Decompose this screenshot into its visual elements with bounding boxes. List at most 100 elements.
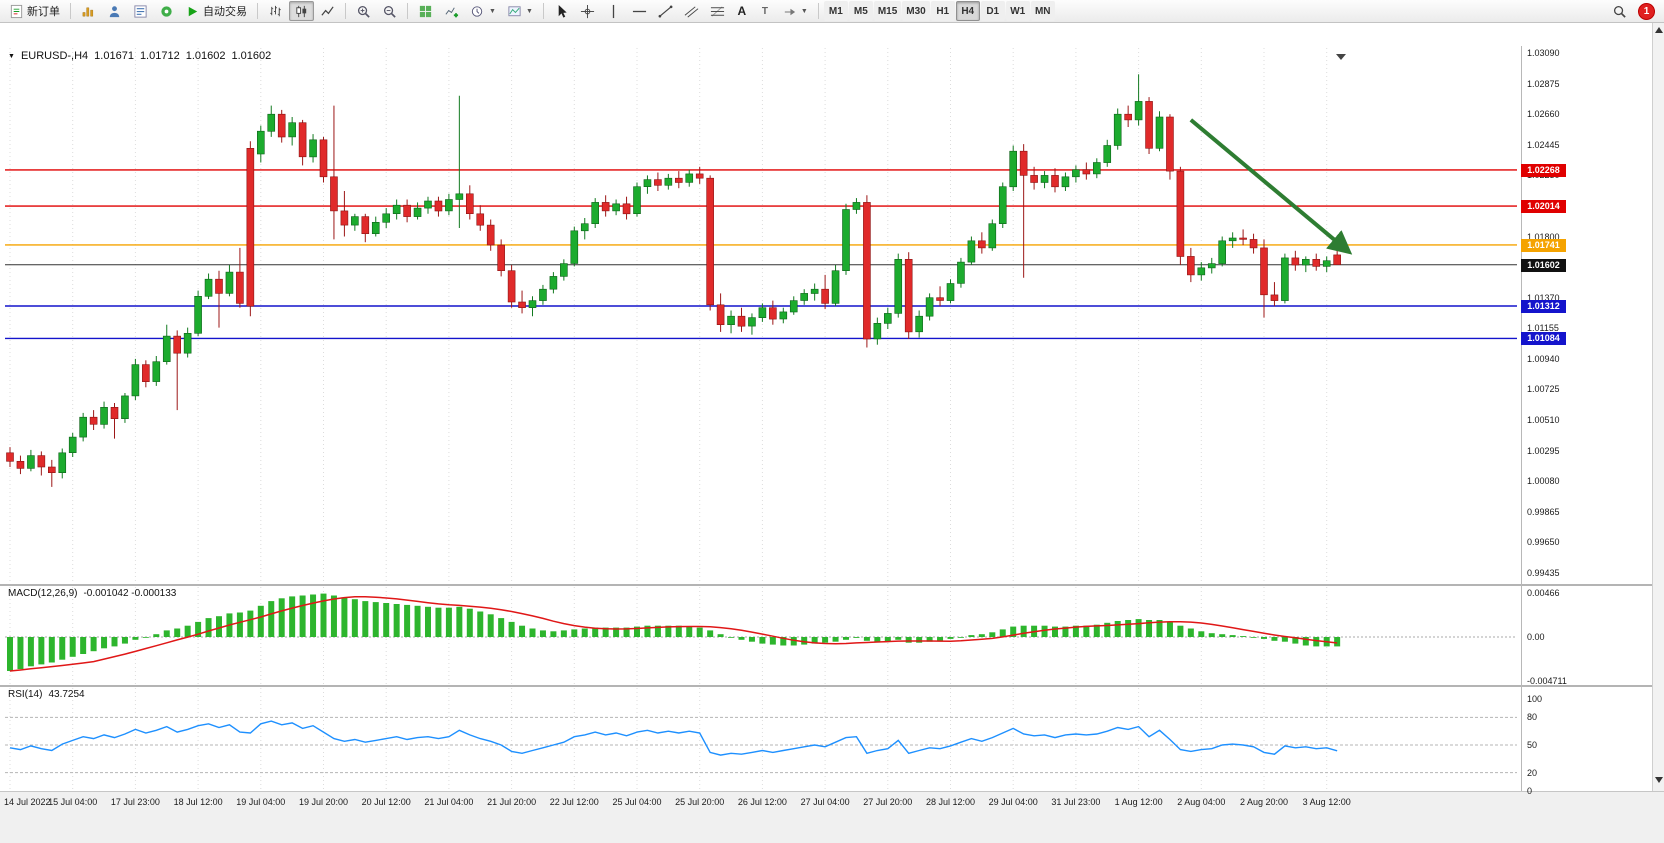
time-axis-label: 19 Jul 20:00: [298, 797, 349, 807]
profiles-button[interactable]: [102, 1, 127, 21]
autotrading-button[interactable]: 自动交易: [180, 1, 252, 21]
grid-layer: [9, 48, 1328, 584]
time-axis-label: 17 Jul 23:00: [110, 797, 160, 807]
panel-separator[interactable]: [0, 685, 1652, 687]
chevron-down-icon: ▼: [525, 7, 533, 15]
vertical-scrollbar[interactable]: [1652, 23, 1664, 791]
toolbar: 新订单 自动交易 ▼ ▼ A T ▼ M1 M5 M15 M30 H1 H4 D1 W1 MN …: [0, 0, 1664, 23]
panel-separator[interactable]: [0, 584, 1652, 586]
line-chart-button[interactable]: [315, 1, 340, 21]
fibonacci-icon: [710, 4, 725, 19]
timeframe-m5-button[interactable]: M5: [848, 1, 873, 21]
timeframe-m15-button[interactable]: M15: [873, 1, 902, 21]
add-indicator-button[interactable]: [439, 1, 464, 21]
crosshair-button[interactable]: [575, 1, 600, 21]
toolbar-separator: [70, 3, 71, 19]
bar-chart-button[interactable]: [263, 1, 288, 21]
timeframe-mn-button[interactable]: MN: [1030, 1, 1055, 21]
rsi-line: [9, 720, 1338, 756]
time-axis-label: 25 Jul 04:00: [612, 797, 662, 807]
time-axis-label: 21 Jul 20:00: [487, 797, 537, 807]
price-chart-plot[interactable]: [0, 48, 1520, 584]
profiles-icon: [107, 4, 122, 19]
channel-button[interactable]: [679, 1, 704, 21]
price-axis-label: 1.00510: [1527, 415, 1560, 425]
text-tool-button[interactable]: A: [731, 1, 753, 21]
time-axis-label: 25 Jul 20:00: [675, 797, 725, 807]
scroll-up-icon[interactable]: [1654, 27, 1663, 33]
rsi-label: RSI(14) 43.7254: [8, 689, 85, 700]
price-axis-label: 1.03090: [1527, 48, 1560, 58]
ohlc-high: 1.01712: [139, 50, 180, 62]
channel-icon: [684, 4, 699, 19]
candlestick-chart-icon: [294, 4, 309, 19]
bottom-strip: [0, 791, 1664, 843]
trendline-button[interactable]: [653, 1, 678, 21]
time-axis-label: 18 Jul 12:00: [173, 797, 223, 807]
toolbar-separator: [542, 3, 544, 19]
search-button[interactable]: [1607, 1, 1632, 21]
fibonacci-button[interactable]: [705, 1, 730, 21]
chart-shift-icon: [1336, 54, 1346, 60]
scroll-down-icon[interactable]: [1655, 777, 1663, 783]
new-chart-button[interactable]: [76, 1, 101, 21]
timeframe-h1-button[interactable]: H1: [930, 1, 955, 21]
candlestick-chart-button[interactable]: [289, 1, 314, 21]
search-icon: [1612, 4, 1627, 19]
price-axis-label: 1.00725: [1527, 384, 1560, 394]
timeframe-w1-button[interactable]: W1: [1005, 1, 1030, 21]
timeframe-d1-button[interactable]: D1: [980, 1, 1005, 21]
cursor-button[interactable]: [549, 1, 574, 21]
cursor-icon: [554, 4, 569, 19]
price-tag: 1.02014: [1521, 200, 1566, 213]
vertical-line-button[interactable]: [601, 1, 626, 21]
quick-trade-arrow-icon[interactable]: ▼: [8, 52, 15, 60]
trendline-icon: [658, 4, 673, 19]
timeframe-toolbar: M1 M5 M15 M30 H1 H4 D1 W1 MN: [823, 1, 1055, 21]
price-axis-label: 1.02445: [1527, 140, 1560, 150]
price-axis-label: 1.00940: [1527, 354, 1560, 364]
horizontal-line-icon: [632, 4, 647, 19]
market-watch-button[interactable]: [128, 1, 153, 21]
timeframe-h4-button[interactable]: H4: [955, 1, 980, 21]
time-axis-label: 21 Jul 04:00: [424, 797, 474, 807]
macd-axis-label: 0.00466: [1527, 588, 1560, 598]
time-axis-label: 31 Jul 23:00: [1051, 797, 1101, 807]
timeframe-m30-button[interactable]: M30: [902, 1, 930, 21]
time-axis-label: 28 Jul 12:00: [925, 797, 976, 807]
add-indicator-icon: [444, 4, 459, 19]
zoom-out-button[interactable]: [377, 1, 402, 21]
shapes-arrow-icon: [782, 4, 797, 19]
rsi-plot[interactable]: [0, 688, 1520, 793]
time-axis-label: 15 Jul 04:00: [48, 797, 98, 807]
macd-plot[interactable]: [0, 587, 1520, 684]
community-button[interactable]: [154, 1, 179, 21]
autotrading-play-icon: [185, 4, 200, 19]
line-chart-icon: [320, 4, 335, 19]
new-order-button[interactable]: 新订单: [4, 1, 65, 21]
chevron-down-icon: ▼: [489, 7, 496, 15]
ohlc-open: 1.01671: [94, 50, 134, 62]
price-tag: 1.01741: [1521, 239, 1566, 252]
price-tag: 1.01084: [1521, 332, 1566, 345]
shapes-button[interactable]: ▼: [777, 1, 813, 21]
chart-window: ▼ EURUSD-,H4 1.01671 1.01712 1.01602 1.0…: [0, 23, 1652, 814]
timeframe-m1-button[interactable]: M1: [823, 1, 848, 21]
new-order-icon: [9, 4, 24, 19]
rsi-axis-label: 50: [1527, 740, 1538, 750]
rsi-name: RSI(14): [8, 689, 43, 700]
notification-badge: 1: [1638, 2, 1655, 20]
templates-button[interactable]: ▼: [502, 1, 538, 21]
label-tool-button[interactable]: T: [754, 1, 776, 21]
chart-header: ▼ EURUSD-,H4 1.01671 1.01712 1.01602 1.0…: [8, 50, 271, 62]
periods-button[interactable]: ▼: [465, 1, 501, 21]
horizontal-line-button[interactable]: [627, 1, 652, 21]
tile-windows-button[interactable]: [413, 1, 438, 21]
new-chart-icon: [81, 4, 96, 19]
notifications-button[interactable]: 1: [1633, 1, 1660, 21]
time-axis-label: 2 Aug 04:00: [1177, 797, 1226, 807]
zoom-out-icon: [382, 4, 397, 19]
zoom-in-button[interactable]: [351, 1, 376, 21]
rsi-axis-label: 20: [1527, 768, 1538, 778]
community-icon: [159, 4, 174, 19]
